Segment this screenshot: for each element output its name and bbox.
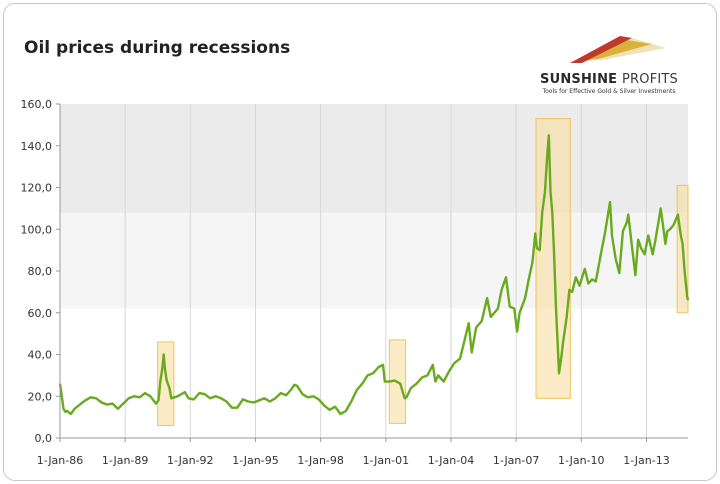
background-bands — [60, 104, 688, 309]
chart-title: Oil prices during recessions — [24, 38, 291, 58]
x-tick-label: 1-Jan-95 — [232, 454, 279, 467]
x-tick-label: 1-Jan-10 — [558, 454, 605, 467]
background-band-0 — [60, 104, 688, 213]
axes-group — [56, 103, 688, 442]
brand-name-bold: SUNSHINE — [540, 72, 618, 87]
y-tick-label: 40,0 — [28, 349, 53, 362]
x-tick-label: 1-Jan-07 — [493, 454, 540, 467]
x-tick-label: 1-Jan-92 — [167, 454, 214, 467]
y-tick-label: 100,0 — [21, 223, 53, 236]
x-tick-label: 1-Jan-98 — [297, 454, 344, 467]
x-tick-label: 1-Jan-01 — [363, 454, 410, 467]
x-tick-label: 1-Jan-04 — [428, 454, 475, 467]
sunshine-profits-logo-icon — [570, 36, 666, 63]
brand-tagline: Tools for Effective Gold & Silver Invest… — [542, 88, 676, 95]
y-tick-label: 160,0 — [21, 98, 53, 111]
x-tick-label: 1-Jan-86 — [37, 454, 84, 467]
x-tick-labels: 1-Jan-86 1-Jan-89 1-Jan-92 1-Jan-95 1-Jan-98… — [37, 454, 670, 467]
brand-block: SUNSHINE PROFITS Tools for Effective Gol… — [540, 72, 678, 95]
oil-price-line-0 — [58, 134, 690, 416]
y-tick-label: 20,0 — [28, 390, 53, 403]
x-tick-label: 1-Jan-13 — [623, 454, 670, 467]
y-tick-label: 60,0 — [28, 307, 53, 320]
brand-name: SUNSHINE PROFITS — [540, 72, 678, 87]
y-tick-label: 120,0 — [21, 182, 53, 195]
y-tick-labels: 0,0 20,0 40,0 60,0 80,0 100,0 120,0 140,0 160,0 — [21, 98, 53, 445]
logo-stripe-red — [570, 36, 632, 63]
y-tick-label: 0,0 — [35, 432, 53, 445]
series-group — [58, 134, 690, 416]
y-tick-label: 140,0 — [21, 140, 53, 153]
x-tick-label: 1-Jan-89 — [102, 454, 149, 467]
background-band-1 — [60, 212, 688, 309]
brand-name-thin: PROFITS — [621, 72, 678, 87]
y-tick-label: 80,0 — [28, 265, 53, 278]
